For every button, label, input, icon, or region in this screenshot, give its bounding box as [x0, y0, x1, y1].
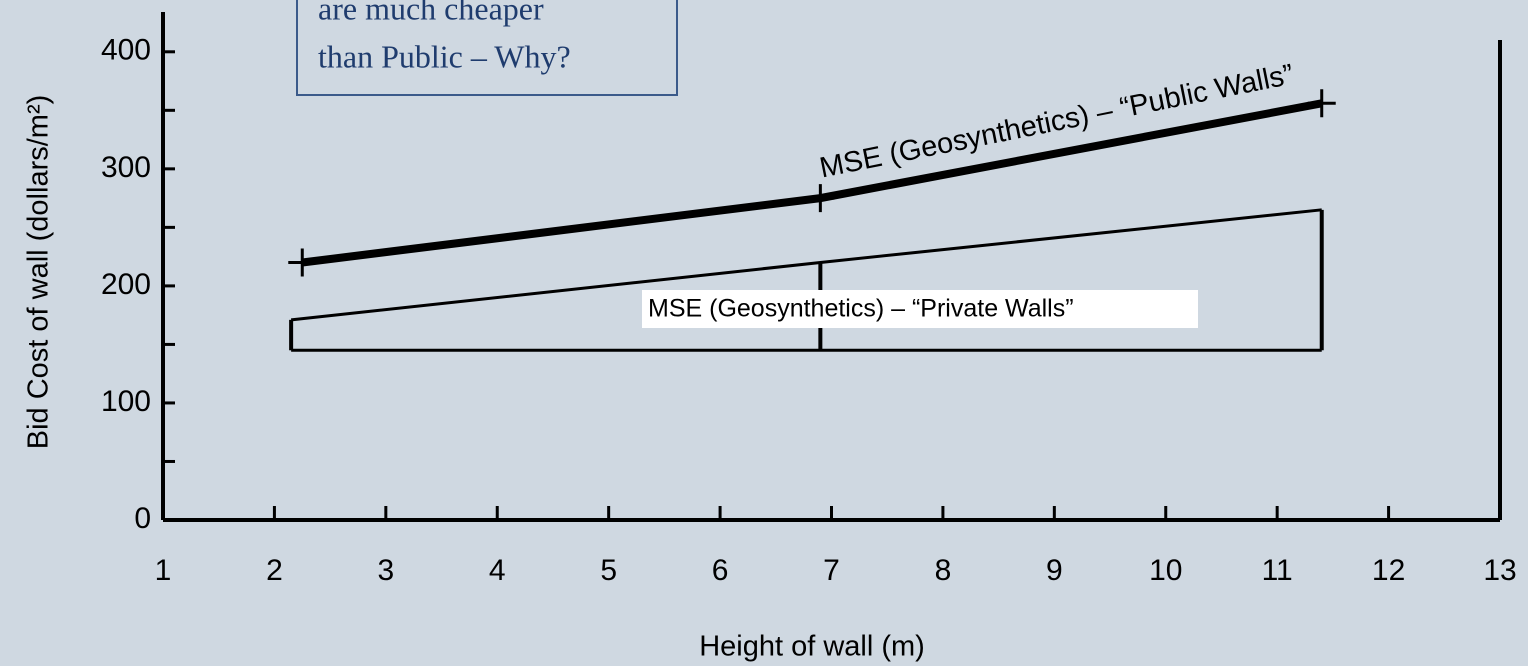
x-tick-label: 6	[712, 554, 729, 587]
y-tick-label: 300	[101, 151, 151, 184]
x-tick-label: 4	[489, 554, 506, 587]
line	[301, 99, 1323, 267]
x-tick-label: 2	[266, 554, 283, 587]
y-axis-title: Bid Cost of wall (dollars/m²)	[23, 95, 55, 450]
y-tick-label: 100	[101, 385, 151, 418]
y-tick-label: 0	[134, 502, 151, 535]
x-tick-label: 7	[823, 554, 840, 587]
x-tick-label: 3	[377, 554, 394, 587]
point-marker	[1307, 89, 1336, 118]
x-tick-label: 11	[1262, 554, 1293, 587]
x-tick-label: 12	[1372, 554, 1405, 587]
y-tick-label: 400	[101, 34, 151, 67]
x-tick-label: 1	[155, 554, 172, 587]
annotation: are much cheaper	[318, 0, 544, 26]
point-marker	[288, 248, 317, 277]
x-tick-label: 8	[935, 554, 952, 587]
y-tick-label: 200	[101, 268, 151, 301]
x-tick-label: 10	[1149, 554, 1182, 587]
annotation-box	[296, 0, 678, 96]
series-label: MSE (Geosynthetics) – “Private Walls”	[648, 295, 1074, 323]
annotation: than Public – Why?	[318, 38, 571, 74]
x-axis-title: Height of wall (m)	[699, 631, 925, 663]
label-background	[642, 290, 1198, 328]
x-tick-label: 9	[1046, 554, 1063, 587]
range-edge	[290, 208, 1322, 322]
x-tick-label: 5	[600, 554, 617, 587]
point-marker	[806, 184, 835, 213]
x-tick-label: 13	[1483, 554, 1516, 587]
